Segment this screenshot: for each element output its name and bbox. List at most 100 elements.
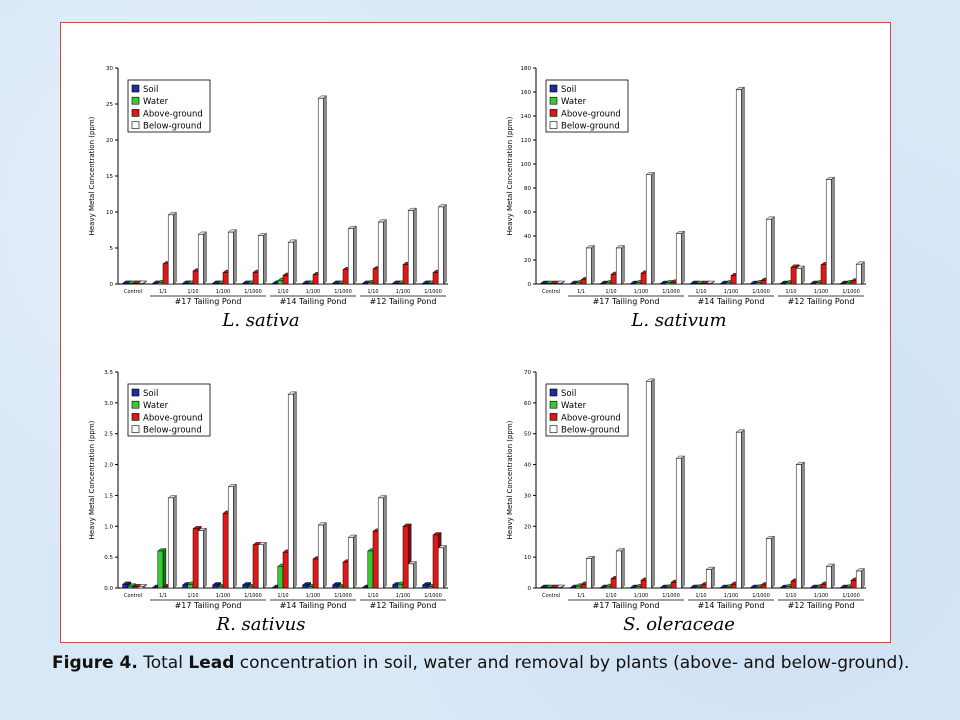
- y-tick-label: 2.5: [104, 432, 113, 438]
- bar-below-ground: [645, 171, 655, 285]
- bar-front: [705, 569, 712, 589]
- x-tick-label: 1/1000: [244, 289, 262, 295]
- bar-front: [690, 587, 697, 589]
- y-axis-label: Heavy Metal Concentration (ppm): [88, 420, 96, 539]
- bar-below-ground: [735, 429, 745, 589]
- bar-side: [591, 555, 595, 589]
- bar-front: [307, 586, 314, 589]
- bar-front: [437, 547, 444, 589]
- x-tick-label: 1/10: [187, 289, 198, 295]
- bar-front: [257, 235, 264, 285]
- bar-front: [850, 580, 857, 589]
- bar-side: [323, 522, 327, 589]
- bar-front: [277, 566, 284, 589]
- bar-front: [540, 587, 547, 589]
- bar-front: [407, 210, 414, 285]
- group-label: #17 Tailing Pond: [175, 297, 242, 306]
- bar-side: [233, 229, 237, 285]
- y-tick-label: 20: [524, 524, 531, 530]
- bar-front: [570, 587, 577, 589]
- bar-front: [167, 214, 174, 285]
- x-tick-label: 1/10: [367, 289, 378, 295]
- bar-front: [545, 283, 552, 285]
- bar-front: [610, 274, 617, 285]
- y-tick-label: 20: [106, 138, 113, 144]
- x-tick-label: 1/100: [724, 593, 738, 599]
- x-tick-label: 1/100: [634, 593, 648, 599]
- bar-below-ground: [227, 229, 237, 285]
- bar-below-ground: [347, 225, 357, 285]
- bar-front: [247, 283, 254, 285]
- bar-front: [690, 283, 697, 285]
- bar-front: [132, 283, 139, 285]
- bar-front: [312, 274, 319, 285]
- bar-front: [630, 587, 637, 589]
- bar-front: [392, 283, 399, 285]
- legend-swatch: [131, 96, 140, 105]
- bar-front: [785, 282, 792, 285]
- group-label: #14 Tailing Pond: [698, 601, 765, 610]
- bar-front: [730, 275, 737, 285]
- bar-front: [317, 524, 324, 589]
- bar-front: [820, 264, 827, 285]
- bar-side: [383, 219, 387, 285]
- group-label: #14 Tailing Pond: [280, 297, 347, 306]
- x-tick-label: 1/1000: [752, 593, 770, 599]
- bar-front: [152, 283, 159, 285]
- bar-front: [725, 586, 732, 589]
- x-tick-label: 1/10: [785, 289, 796, 295]
- group-label: #17 Tailing Pond: [593, 297, 660, 306]
- bar-below-ground: [795, 461, 805, 589]
- bar-side: [383, 495, 387, 589]
- legend-label: Above-ground: [143, 413, 203, 423]
- x-tick-label: 1/1000: [662, 593, 680, 599]
- bar-side: [443, 204, 447, 285]
- bar-front: [317, 97, 324, 285]
- bar-front: [127, 585, 134, 589]
- bar-front: [795, 464, 802, 589]
- bar-below-ground: [317, 522, 327, 589]
- bar-front: [277, 280, 284, 285]
- bar-front: [575, 585, 582, 589]
- bar-front: [640, 272, 647, 285]
- y-tick-label: 2.0: [104, 463, 113, 469]
- bar-front: [640, 580, 647, 589]
- caption-text-before: Total: [143, 653, 183, 673]
- bar-front: [402, 264, 409, 285]
- bar-front: [600, 587, 607, 589]
- bar-front: [182, 584, 189, 589]
- bar-side: [173, 212, 177, 285]
- bar-below-ground: [437, 204, 447, 285]
- bar-front: [332, 283, 339, 285]
- x-tick-label: 1/100: [216, 289, 230, 295]
- y-tick-label: 80: [524, 186, 531, 192]
- y-tick-label: 40: [524, 463, 531, 469]
- bar-front: [815, 282, 822, 285]
- bar-front: [332, 584, 339, 589]
- bar-front: [580, 584, 587, 589]
- bar-side: [203, 231, 207, 285]
- bar-below-ground: [585, 245, 595, 285]
- bar-side: [711, 566, 715, 589]
- bar-side: [861, 261, 865, 285]
- y-tick-label: 3.0: [104, 401, 113, 407]
- y-tick-label: 180: [521, 66, 532, 72]
- bar-side: [353, 225, 357, 285]
- y-tick-label: 120: [521, 138, 532, 144]
- legend-swatch: [549, 96, 558, 105]
- bar-front: [242, 584, 249, 589]
- legend-label: Above-ground: [561, 413, 621, 423]
- bar-front: [730, 584, 737, 589]
- legend-label: Above-ground: [561, 109, 621, 119]
- x-tick-label: 1/10: [605, 593, 616, 599]
- x-tick-label: 1/100: [724, 289, 738, 295]
- bar-front: [855, 263, 862, 285]
- x-tick-label: 1/100: [306, 593, 320, 599]
- bar-front: [785, 586, 792, 589]
- x-tick-label: 1/10: [277, 593, 288, 599]
- bar-front: [272, 283, 279, 285]
- y-tick-label: 0.0: [104, 586, 113, 592]
- bar-side: [801, 265, 805, 285]
- bar-front: [665, 586, 672, 589]
